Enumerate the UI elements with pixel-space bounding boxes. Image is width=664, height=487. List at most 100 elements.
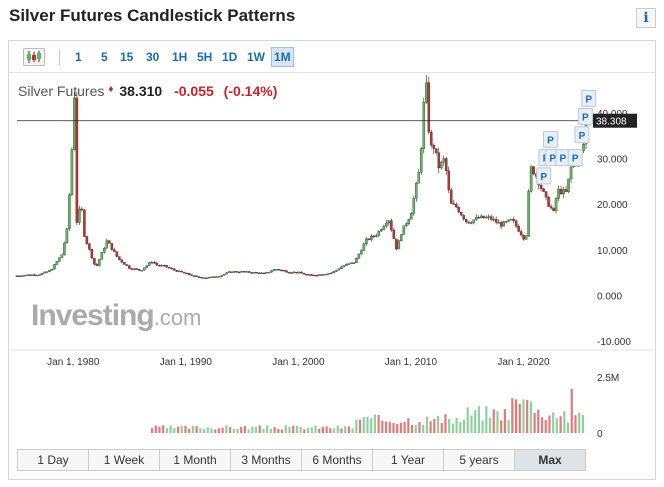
annotation-marker[interactable]: P [574,126,590,144]
candle-body [415,182,418,199]
volume-bar [377,414,380,433]
candle-body [38,274,41,276]
candlestick-type-button[interactable] [23,48,45,66]
volume-bar [399,422,403,433]
candle-body [457,206,460,213]
range-button-5-years[interactable]: 5 years [444,450,515,470]
candle-body [43,271,46,274]
candle-body [502,221,505,227]
volume-bar [555,418,558,433]
candle-body [280,269,283,272]
candle-body [267,271,271,274]
volume-bar [548,415,551,433]
volume-bar [202,429,206,433]
candle-body [70,149,74,196]
volume-bar [455,417,458,433]
annotation-marker[interactable]: P [581,89,597,107]
candle-body [217,276,221,278]
annotation-marker[interactable]: P [536,167,552,185]
candle-body [180,270,183,273]
volume-bar [366,416,369,433]
candle-body [255,272,258,274]
candle-body [292,271,296,274]
range-button-max[interactable]: Max [515,450,585,470]
candle-body [482,215,485,219]
volume-bar [492,409,495,433]
candle-body [262,272,266,275]
volume-bar [228,427,232,433]
candle-body [385,222,388,227]
volume-bar [403,421,406,433]
range-button-3-months[interactable]: 3 Months [231,450,302,470]
volume-bar [448,418,451,433]
candle-body [432,145,436,149]
interval-button-1d[interactable]: 1D [222,50,238,64]
volume-bar [433,418,436,433]
annotation-marker[interactable]: P [567,149,583,167]
volume-bar [288,426,291,433]
volume-bar [518,403,521,433]
range-button-1-month[interactable]: 1 Month [160,450,231,470]
annotation-marker[interactable]: P [577,108,593,126]
range-button-1-week[interactable]: 1 Week [89,450,160,470]
candle-body [162,265,166,267]
volume-bar [158,426,161,433]
candle-body [479,215,483,219]
candle-body [327,273,331,275]
x-tick-label: Jan 1, 2020 [497,357,550,368]
interval-button-1h[interactable]: 1H [172,50,188,64]
range-button-1-year[interactable]: 1 Year [373,450,444,470]
candle-body [549,206,553,209]
volume-bar [340,428,343,433]
candle-body [345,264,348,266]
svg-text:P: P [540,172,547,183]
interval-button-15[interactable]: 15 [120,50,134,64]
candle-body [50,269,54,271]
candle-body [73,97,76,150]
candle-body [524,235,528,240]
info-icon[interactable]: i [636,8,656,28]
candle-body [225,272,228,275]
volume-bar [533,413,536,433]
candle-body [133,268,136,270]
interval-button-30[interactable]: 30 [146,50,160,64]
price-chart[interactable]: 40.00030.00020.00010.0000.000-10.000Jan … [9,41,655,451]
candle-body [222,273,226,276]
candle-body [40,273,44,275]
range-button-1-day[interactable]: 1 Day [18,450,89,470]
candle-body [172,268,176,271]
annotation-marker[interactable]: P [542,130,558,148]
candle-body [400,234,403,241]
volume-bar [269,428,273,433]
svg-text:P: P [560,154,567,165]
volume-bar [444,414,447,433]
interval-button-1[interactable]: 1 [75,50,82,64]
volume-bar [358,419,362,433]
volume-bar [578,412,581,433]
candle-body [452,203,455,205]
volume-bar [355,419,358,433]
candle-body [340,266,343,270]
candle-body [83,209,86,237]
volume-bar [466,407,469,433]
volume-bar [537,409,540,433]
candle-body [462,215,465,220]
candle-body [237,271,241,274]
candle-body [153,262,156,264]
range-button-6-months[interactable]: 6 Months [302,450,373,470]
volume-bar [199,428,202,433]
candle-body [120,259,124,263]
candle-body [285,270,288,273]
interval-button-1w[interactable]: 1W [247,50,265,64]
volume-bar [477,406,481,433]
volume-bar [195,426,198,433]
candle-body [202,277,206,279]
interval-button-5h[interactable]: 5H [197,50,213,64]
candle-body [532,166,535,175]
candle-body [110,243,114,250]
interval-button-1m[interactable]: 1M [271,47,294,67]
volume-bar [552,412,555,433]
volume-bar [440,422,443,433]
candle-body [464,218,468,222]
interval-button-5[interactable]: 5 [101,50,108,64]
